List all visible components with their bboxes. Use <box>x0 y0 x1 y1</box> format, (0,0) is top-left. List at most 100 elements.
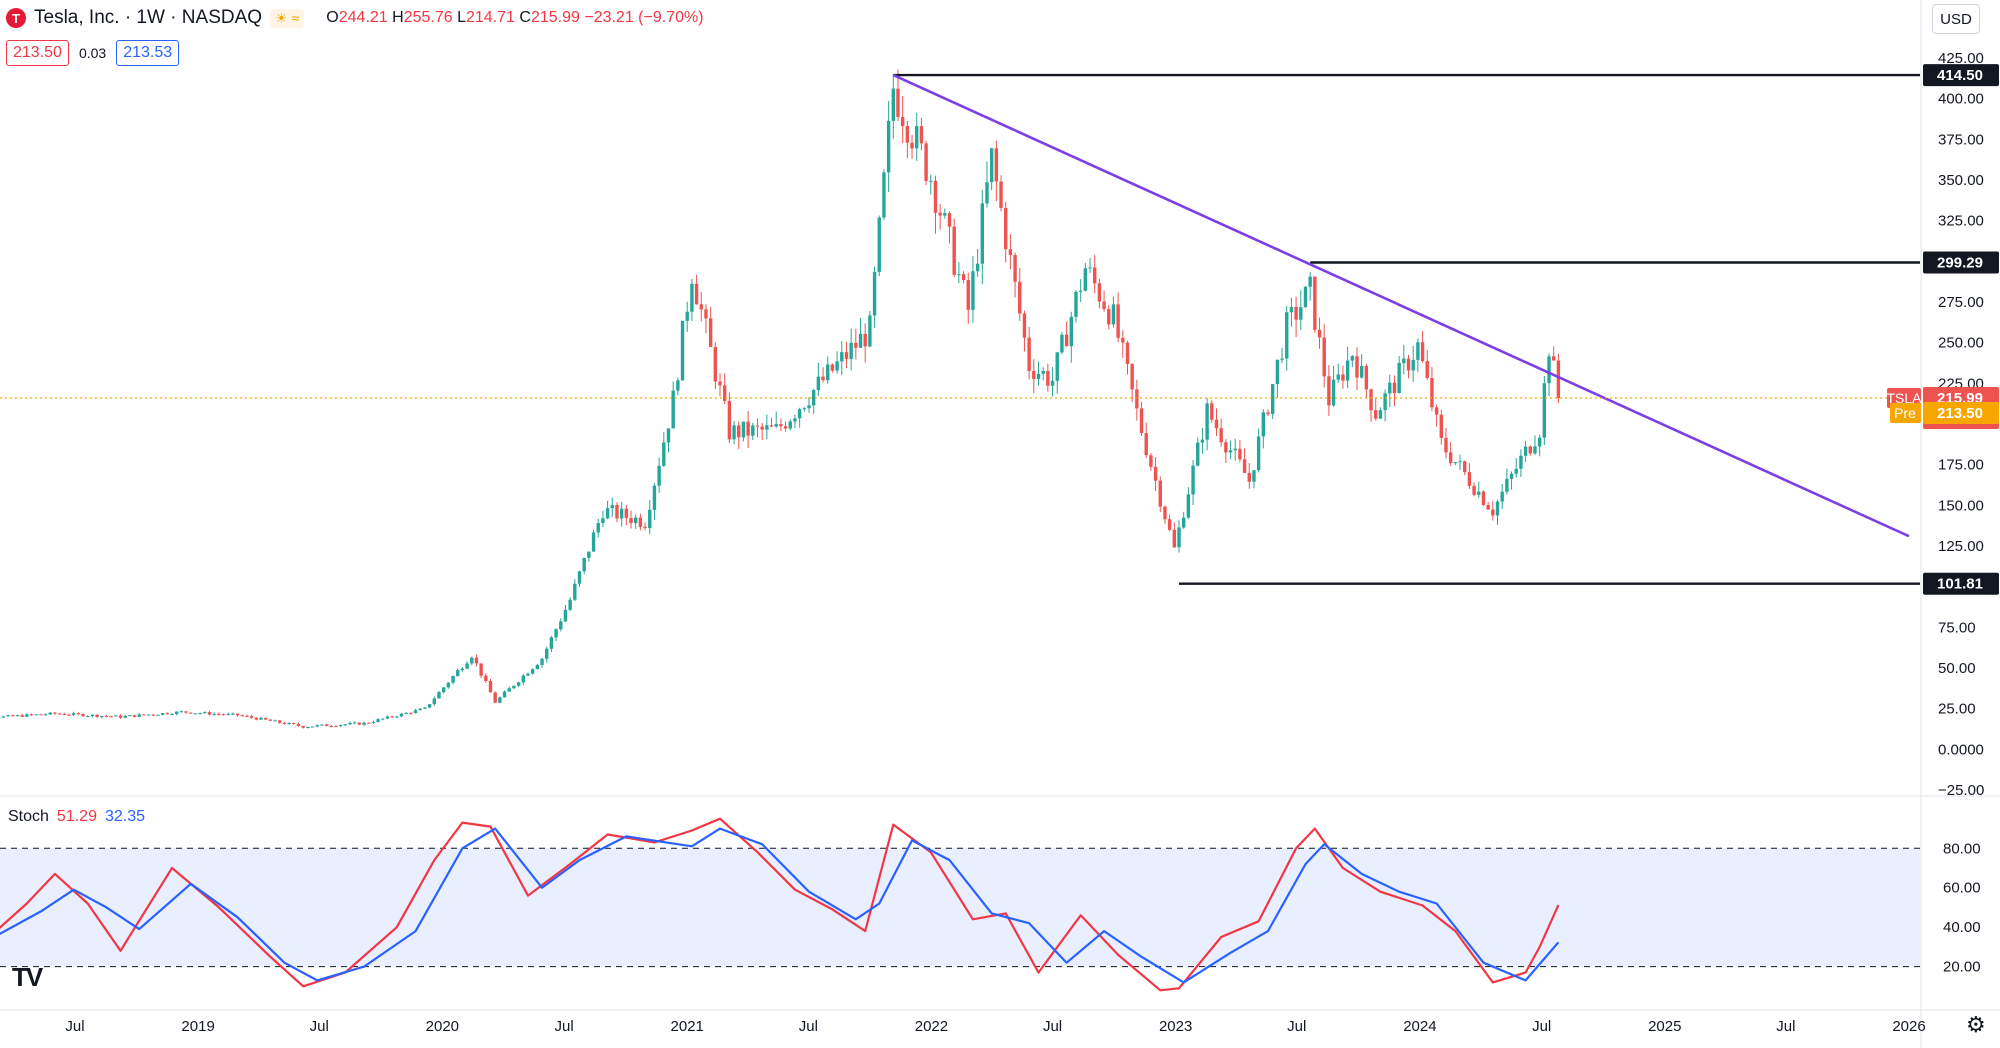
gear-icon[interactable]: ⚙ <box>1966 1012 1986 1037</box>
candle-body <box>189 712 193 714</box>
candle-body <box>1500 491 1504 502</box>
candle-body <box>957 274 961 276</box>
candle-body <box>212 713 216 715</box>
candle-body <box>676 380 680 391</box>
candle-body <box>1402 358 1406 363</box>
session-badges[interactable]: ☀ ≈ <box>270 8 305 28</box>
candle-body <box>137 714 141 717</box>
candle-body <box>352 722 357 724</box>
candle-body <box>704 309 708 319</box>
premarket-price-tag <box>1923 402 1999 425</box>
candle-body <box>1472 485 1476 495</box>
tesla-logo-icon: T <box>6 8 26 28</box>
candle-body <box>1149 455 1153 467</box>
candle-body <box>1392 382 1397 394</box>
candle-body <box>1336 374 1340 380</box>
level-price-tag <box>1923 251 1999 274</box>
ask-price[interactable]: 213.53 <box>116 40 180 66</box>
candle-body <box>671 390 675 429</box>
candle-body <box>109 716 113 718</box>
candle-body <box>273 720 277 722</box>
candle-body <box>25 714 29 717</box>
candle-body <box>840 352 844 362</box>
candle-body <box>652 485 657 510</box>
candle-body <box>245 715 249 717</box>
candle-body <box>648 509 652 529</box>
tradingview-logo[interactable]: TV <box>12 962 43 992</box>
candle-body <box>306 726 310 728</box>
candle-body <box>235 713 240 716</box>
time-axis-tick: Jul <box>799 1018 818 1035</box>
candle-body <box>910 142 914 149</box>
candle-body <box>535 664 540 670</box>
candle-body <box>1069 316 1073 347</box>
candle-body <box>1242 459 1247 473</box>
candle-body <box>985 182 989 204</box>
time-axis-tick: Jul <box>1532 1018 1551 1035</box>
candle-body <box>371 721 376 723</box>
candle-body <box>395 716 399 718</box>
time-axis-tick: 2022 <box>915 1018 948 1035</box>
stoch-k-value: 51.29 <box>56 808 97 825</box>
candle-body <box>1514 468 1518 474</box>
candle-body <box>1167 519 1172 530</box>
candle-body <box>484 675 488 682</box>
candle-body <box>1547 356 1551 384</box>
bid-price[interactable]: 213.50 <box>6 40 69 66</box>
symbol-title[interactable]: Tesla, Inc. · 1W · NASDAQ <box>34 7 263 28</box>
candle-body <box>128 715 132 717</box>
candle-body <box>507 688 511 692</box>
candle-body <box>554 629 558 638</box>
candle-body <box>788 421 792 429</box>
candle-body <box>1050 380 1055 386</box>
candle-body <box>549 637 554 649</box>
candle-body <box>638 517 643 527</box>
candle-body <box>713 346 718 382</box>
time-axis-tick: 2024 <box>1403 1018 1436 1035</box>
candle-body <box>123 715 127 718</box>
candle-body <box>381 718 385 720</box>
candle-body <box>811 390 816 406</box>
stoch-d-line <box>0 827 1560 984</box>
candle-body <box>1523 446 1528 456</box>
candle-body <box>1060 334 1064 353</box>
candle-body <box>1327 376 1331 406</box>
candle-body <box>1280 358 1284 360</box>
candle-body <box>170 714 174 716</box>
candle-body <box>221 714 226 716</box>
candle-body <box>540 658 544 665</box>
candle-body <box>746 421 750 436</box>
candle-body <box>807 405 811 409</box>
candle-body <box>900 116 905 127</box>
candle-body <box>737 425 741 438</box>
candle-body <box>975 263 980 272</box>
candle-body <box>694 283 699 305</box>
currency-selector[interactable]: USD <box>1932 4 1980 34</box>
symbol-tag-bg <box>1887 387 1921 408</box>
price-axis-tick: 50.00 <box>1938 660 1976 677</box>
candle-body <box>816 376 821 391</box>
candle-body <box>751 425 755 436</box>
candle-body <box>362 722 366 725</box>
candle-body <box>43 714 48 716</box>
stoch-name[interactable]: Stoch <box>8 808 49 825</box>
candle-body <box>1004 207 1008 250</box>
candle-body <box>1116 304 1120 338</box>
candle-body <box>493 692 497 703</box>
candle-body <box>1186 494 1191 518</box>
candle-body <box>1481 491 1486 505</box>
candle-body <box>1406 358 1411 371</box>
candle-body <box>1383 393 1387 411</box>
price-axis-tick: 0.0000 <box>1938 741 1984 758</box>
candle-body <box>1439 414 1443 438</box>
candle-body <box>1078 290 1083 292</box>
candle-body <box>1397 362 1401 394</box>
candle-body <box>1228 450 1233 453</box>
candle-body <box>1509 473 1514 479</box>
candle-body <box>1130 363 1134 390</box>
candle-body <box>142 714 146 716</box>
candle-body <box>1486 504 1490 510</box>
candle-body <box>563 609 568 622</box>
candle-body <box>1032 371 1036 380</box>
